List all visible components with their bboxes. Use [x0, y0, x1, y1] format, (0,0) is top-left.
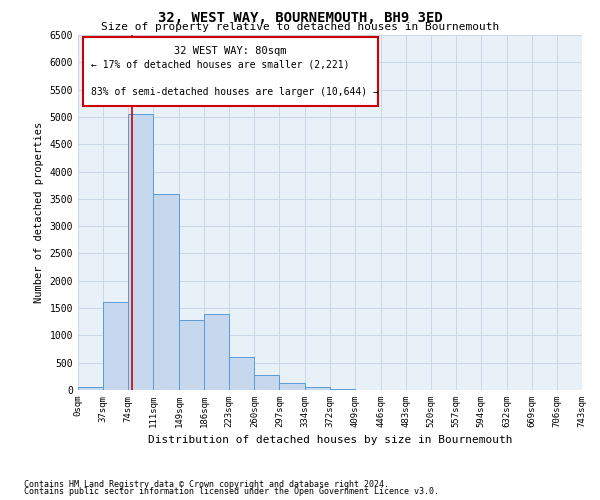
Text: Contains HM Land Registry data © Crown copyright and database right 2024.: Contains HM Land Registry data © Crown c…: [24, 480, 389, 489]
Text: Contains public sector information licensed under the Open Government Licence v3: Contains public sector information licen…: [24, 487, 439, 496]
Bar: [280, 384, 305, 390]
Text: ← 17% of detached houses are smaller (2,221): ← 17% of detached houses are smaller (2,…: [91, 60, 349, 70]
Bar: [179, 320, 204, 390]
Bar: [331, 389, 355, 390]
Bar: [229, 357, 254, 390]
Text: 32 WEST WAY: 80sqm: 32 WEST WAY: 80sqm: [174, 46, 287, 56]
Bar: [78, 386, 103, 390]
FancyBboxPatch shape: [83, 37, 378, 106]
Bar: [153, 194, 179, 390]
Text: Size of property relative to detached houses in Bournemouth: Size of property relative to detached ho…: [101, 22, 499, 32]
Text: 32, WEST WAY, BOURNEMOUTH, BH9 3ED: 32, WEST WAY, BOURNEMOUTH, BH9 3ED: [158, 11, 442, 25]
Bar: [254, 376, 280, 390]
Bar: [128, 114, 153, 390]
Bar: [305, 386, 331, 390]
Y-axis label: Number of detached properties: Number of detached properties: [34, 122, 44, 303]
X-axis label: Distribution of detached houses by size in Bournemouth: Distribution of detached houses by size …: [148, 436, 512, 446]
Bar: [204, 314, 229, 390]
Text: 83% of semi-detached houses are larger (10,644) →: 83% of semi-detached houses are larger (…: [91, 87, 379, 97]
Bar: [103, 302, 128, 390]
